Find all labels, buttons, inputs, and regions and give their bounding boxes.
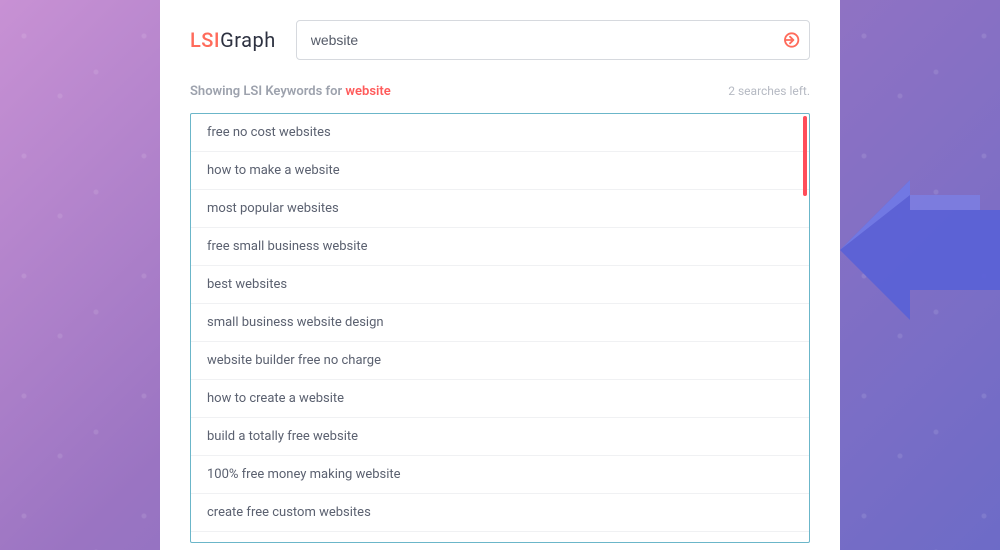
result-item[interactable]: most popular websites [191, 190, 809, 228]
result-item[interactable]: 100% free money making website [191, 456, 809, 494]
search-submit-button[interactable] [774, 24, 806, 56]
submit-arrow-icon [780, 30, 800, 50]
showing-label: Showing LSI Keywords for website [190, 84, 391, 99]
logo-part2: Graph [220, 28, 276, 52]
header-row: LSIGraph [160, 20, 840, 60]
meta-row: Showing LSI Keywords for website 2 searc… [160, 60, 840, 113]
searches-left: 2 searches left. [728, 84, 810, 98]
search-wrap [296, 20, 810, 60]
result-item[interactable]: small business website design [191, 304, 809, 342]
result-item[interactable]: website builder free no charge [191, 342, 809, 380]
result-item[interactable]: how to create a website [191, 380, 809, 418]
result-item[interactable]: best websites [191, 266, 809, 304]
result-item[interactable]: how to make a website [191, 152, 809, 190]
result-item[interactable]: free small business website [191, 228, 809, 266]
results-scroll-area[interactable]: free no cost websiteshow to make a websi… [191, 114, 809, 542]
main-panel: LSIGraph Showing LSI Keywords for websit… [160, 0, 840, 550]
result-item[interactable]: create free custom websites [191, 494, 809, 532]
search-input[interactable] [296, 20, 810, 60]
results-scrollbar-thumb[interactable] [803, 116, 807, 196]
showing-keyword: website [345, 84, 390, 99]
result-item[interactable]: free no cost websites [191, 114, 809, 152]
showing-prefix: Showing LSI Keywords for [190, 84, 345, 99]
results-box: free no cost websiteshow to make a websi… [190, 113, 810, 543]
logo-part1: LSI [190, 28, 220, 52]
result-item[interactable]: build a totally free website [191, 418, 809, 456]
result-item[interactable]: build my own website free [191, 532, 809, 542]
logo: LSIGraph [190, 28, 276, 52]
